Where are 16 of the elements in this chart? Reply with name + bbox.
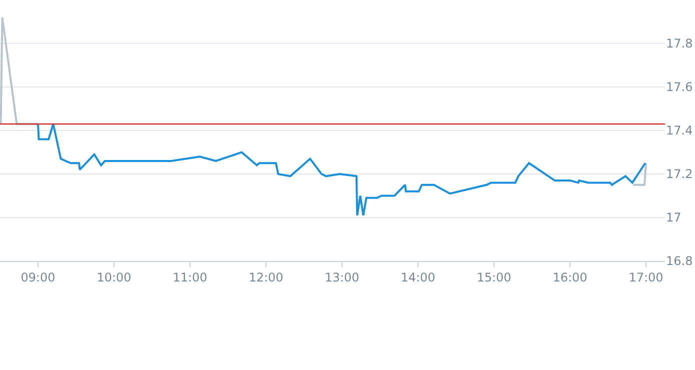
y-tick-label: 17.8 xyxy=(666,36,693,51)
x-tick-label: 15:00 xyxy=(476,270,512,284)
x-tick-label: 11:00 xyxy=(172,270,208,284)
x-tick-label: 14:00 xyxy=(400,270,436,284)
x-tick-label: 16:00 xyxy=(552,270,588,284)
x-tick-label: 09:00 xyxy=(20,270,56,284)
x-tick-label: 12:00 xyxy=(248,270,284,284)
x-tick-label: 17:00 xyxy=(628,270,664,284)
line-series xyxy=(37,122,646,216)
x-tick-label: 13:00 xyxy=(324,270,360,284)
y-tick-label: 17.2 xyxy=(666,167,693,182)
y-tick-label: 17.6 xyxy=(666,80,693,94)
y-tick-label: 17 xyxy=(666,210,682,225)
x-tick-label: 10:00 xyxy=(96,270,132,284)
y-tick-label: 16.8 xyxy=(666,254,693,268)
y-tick-label: 17.4 xyxy=(666,124,693,138)
